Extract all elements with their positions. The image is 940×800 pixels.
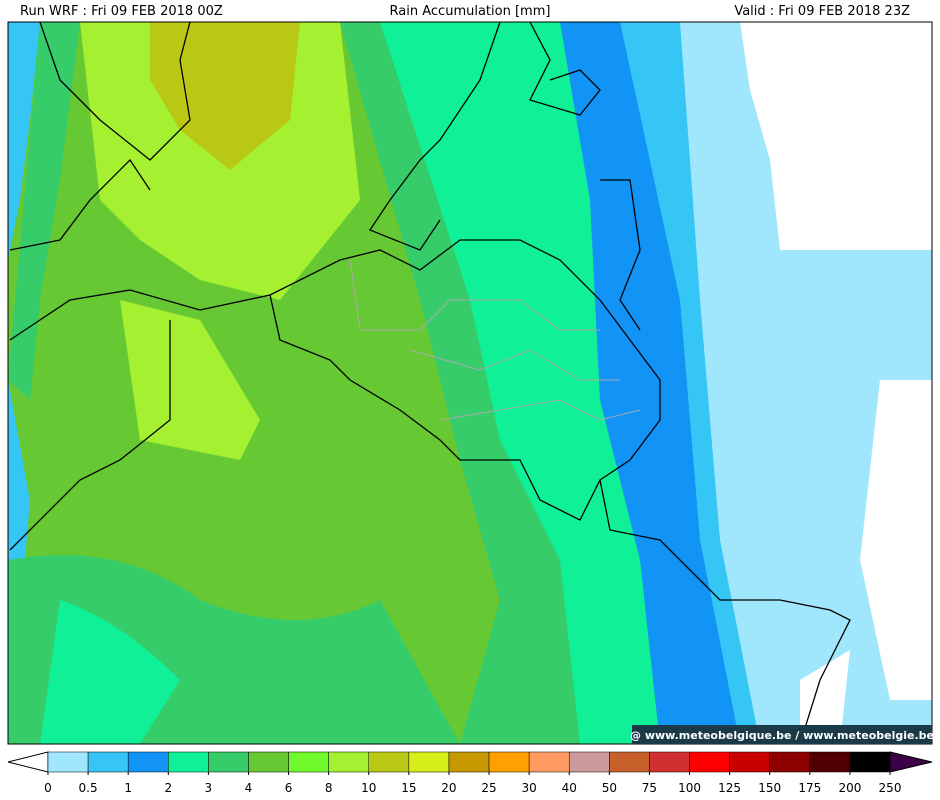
colorbar-segment [809, 751, 851, 773]
colorbar-tick-label: 6 [285, 781, 293, 795]
colorbar-segment [87, 751, 129, 773]
colorbar-segment [649, 751, 690, 773]
colorbar-segment [769, 751, 811, 773]
colorbar-tick-label: 20 [441, 781, 456, 795]
colorbar-segment [689, 751, 730, 773]
map: @ www.meteobelgique.be / www.meteobelgie… [7, 21, 934, 745]
colorbar: 0 0.5 1 2 3 4 6 8 10 15 20 25 30 40 50 75 100 125 150 175 20… [7, 751, 933, 795]
colorbar-segment [729, 751, 770, 773]
colorbar-tick-label: 2 [164, 781, 172, 795]
colorbar-tick-label: 0 [44, 781, 52, 795]
colorbar-segment [448, 751, 490, 773]
watermark: @ www.meteobelgique.be / www.meteobelgie… [630, 729, 934, 742]
colorbar-tick-label: 25 [481, 781, 496, 795]
colorbar-tick-label: 15 [401, 781, 416, 795]
colorbar-segment [127, 751, 169, 773]
colorbar-segment [288, 751, 329, 773]
colorbar-segment [208, 751, 249, 773]
colorbar-over [889, 751, 933, 773]
colorbar-segment [168, 751, 209, 773]
colorbar-tick-label: 3 [205, 781, 213, 795]
colorbar-segment [568, 751, 610, 773]
colorbar-segment [368, 751, 410, 773]
colorbar-tick-label: 1 [124, 781, 132, 795]
colorbar-segment [47, 751, 89, 773]
colorbar-tick-label: 100 [678, 781, 701, 795]
colorbar-tick-label: 4 [245, 781, 253, 795]
colorbar-tick-label: 175 [798, 781, 821, 795]
colorbar-tick-label: 150 [758, 781, 781, 795]
colorbar-segment [248, 751, 289, 773]
colorbar-tick-label: 50 [602, 781, 617, 795]
colorbar-tick-label: 75 [642, 781, 657, 795]
colorbar-tick-label: 8 [325, 781, 333, 795]
colorbar-segment [408, 751, 450, 773]
colorbar-tick-label: 40 [562, 781, 577, 795]
colorbar-segment [849, 751, 891, 773]
colorbar-tick-label: 0.5 [79, 781, 98, 795]
colorbar-tick-label: 200 [838, 781, 861, 795]
run-label: Run WRF : Fri 09 FEB 2018 00Z [20, 4, 223, 19]
colorbar-tick-label: 250 [879, 781, 902, 795]
colorbar-segment [528, 751, 570, 773]
colorbar-tick-label: 30 [522, 781, 537, 795]
colorbar-segment [488, 751, 530, 773]
map-title: Rain Accumulation [mm] [390, 4, 551, 19]
colorbar-tick-label: 10 [361, 781, 376, 795]
colorbar-segment [609, 751, 650, 773]
valid-label: Valid : Fri 09 FEB 2018 23Z [734, 4, 910, 19]
colorbar-tick-label: 125 [718, 781, 741, 795]
colorbar-segment [328, 751, 370, 773]
colorbar-under [7, 751, 49, 773]
